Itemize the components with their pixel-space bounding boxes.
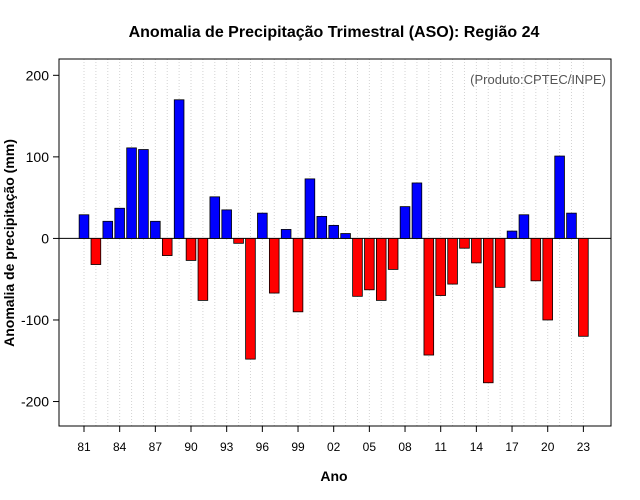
bar-1984	[114, 207, 125, 239]
x-tick-label: 05	[363, 440, 377, 454]
bar-1994	[233, 238, 244, 244]
bar-2005	[364, 238, 375, 291]
bar-1992	[209, 196, 221, 239]
bar-2018	[518, 214, 530, 239]
bar-2015	[483, 238, 494, 384]
bar-2002	[328, 224, 339, 239]
x-tick-label: 23	[577, 440, 591, 454]
bar-1995	[245, 238, 256, 360]
bar-2016	[494, 238, 506, 288]
y-tick-label: 200	[26, 67, 50, 83]
y-axis: -200 -100 0 100 200	[21, 67, 59, 410]
bar-1999	[292, 238, 304, 313]
bar-2000	[304, 178, 316, 239]
x-tick-label: 08	[398, 440, 412, 454]
bar-2003	[340, 233, 351, 239]
bar-2021	[554, 155, 565, 239]
x-tick-label: 93	[220, 440, 234, 454]
x-tick-label: 87	[149, 440, 163, 454]
y-tick-label: -100	[21, 312, 49, 328]
x-tick-label: 81	[77, 440, 91, 454]
bar-1986	[138, 149, 149, 239]
bar-2023	[578, 238, 589, 337]
x-tick-label: 99	[291, 440, 305, 454]
plot-frame	[58, 58, 612, 427]
bar-1990	[185, 238, 197, 261]
bar-2007	[387, 238, 399, 270]
bar-2017	[506, 230, 518, 239]
bar-1985	[126, 147, 137, 239]
bar-1996	[257, 212, 268, 239]
bar-2009	[411, 182, 423, 239]
bar-2004	[352, 238, 363, 297]
bar-1982	[90, 238, 102, 265]
x-tick-label: 96	[256, 440, 270, 454]
x-tick-label: 17	[505, 440, 519, 454]
grid-lines	[83, 59, 584, 426]
bar-1993	[221, 209, 232, 239]
x-tick-label: 84	[113, 440, 127, 454]
y-tick-label: 0	[41, 230, 49, 246]
bar-1989	[173, 99, 185, 239]
y-tick-label: -200	[21, 394, 49, 410]
x-tick-label: 02	[327, 440, 341, 454]
x-axis: 81 84 87 90 93 96 99 02 05 08 11 14 17 20 23	[77, 426, 590, 454]
bars	[78, 99, 589, 384]
source-note: (Produto:CPTEC/INPE)	[470, 72, 606, 87]
bar-1997	[268, 238, 280, 294]
bar-2012	[447, 238, 458, 285]
chart-title: Anomalia de Precipitação Trimestral (ASO…	[129, 24, 540, 41]
bar-1987	[150, 220, 161, 239]
bar-2013	[459, 238, 470, 249]
bar-2006	[375, 238, 387, 301]
bar-1981	[78, 214, 90, 239]
bar-2014	[471, 238, 482, 264]
bar-1988	[161, 238, 173, 256]
bar-2011	[435, 238, 446, 296]
y-axis-label: Anomalia de precipitação (mm)	[1, 139, 17, 347]
x-tick-label: 20	[541, 440, 555, 454]
bar-2001	[316, 215, 328, 239]
bar-2020	[542, 238, 553, 321]
bar-2008	[399, 206, 411, 239]
x-axis-label: Ano	[320, 468, 347, 484]
bar-1991	[197, 238, 209, 301]
bar-2022	[566, 212, 577, 239]
bar-1998	[280, 229, 292, 239]
bar-1983	[102, 220, 114, 239]
bar-2019	[530, 238, 542, 282]
y-tick-label: 100	[26, 149, 50, 165]
bar-2010	[423, 238, 435, 356]
x-tick-label: 11	[434, 440, 447, 454]
x-tick-label: 90	[184, 440, 198, 454]
x-tick-label: 14	[470, 440, 484, 454]
